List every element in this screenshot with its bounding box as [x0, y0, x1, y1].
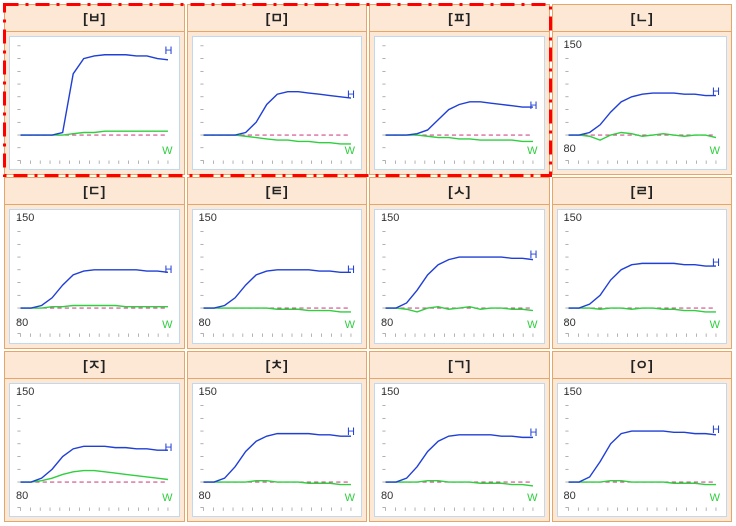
- ylabel-top: 150: [16, 386, 34, 398]
- panel-3: [ㄴ] 150 80 H W: [552, 4, 733, 175]
- panel-title: [ㅌ]: [188, 178, 367, 205]
- label-W: W: [345, 145, 355, 157]
- ylabel-top: 150: [16, 212, 34, 224]
- panel-title: [ㄴ]: [553, 5, 732, 32]
- label-W: W: [162, 145, 172, 157]
- plot-area: HW: [9, 36, 180, 170]
- plot-area: 150 80 H W: [9, 209, 180, 343]
- ylabel-bottom: 80: [199, 317, 211, 329]
- panel-title: [ㅊ]: [188, 352, 367, 379]
- panel-title: [ㄹ]: [553, 178, 732, 205]
- panel-title: [ㅁ]: [188, 5, 367, 32]
- ylabel-top: 150: [199, 212, 217, 224]
- panel-10: [ㄱ] 150 80 H W: [369, 351, 550, 522]
- ylabel-bottom: 80: [199, 490, 211, 502]
- plot-area: 150 80 H W: [192, 209, 363, 343]
- label-W: W: [345, 319, 355, 331]
- ylabel-top: 150: [564, 39, 582, 51]
- ylabel-bottom: 80: [564, 317, 576, 329]
- label-W: W: [527, 145, 537, 157]
- panel-0: [ㅂ]HW: [4, 4, 185, 175]
- panel-4: [ㄷ] 150 80 H W: [4, 177, 185, 348]
- label-H: H: [712, 86, 720, 98]
- panel-9: [ㅊ] 150 80 H W: [187, 351, 368, 522]
- panel-title: [ㅂ]: [5, 5, 184, 32]
- panel-1: [ㅁ]HW: [187, 4, 368, 175]
- label-W: W: [527, 492, 537, 504]
- ylabel-top: 150: [381, 212, 399, 224]
- label-H: H: [165, 442, 173, 454]
- ylabel-top: 150: [564, 212, 582, 224]
- plot-area: 150 80 H W: [557, 209, 728, 343]
- plot-area: 150 80 H W: [557, 36, 728, 170]
- label-H: H: [712, 257, 720, 269]
- panel-title: [ㅅ]: [370, 178, 549, 205]
- plot-area: 150 80 H W: [557, 383, 728, 517]
- plot-area: 150 80 H W: [192, 383, 363, 517]
- label-H: H: [347, 89, 355, 101]
- panel-title: [ㅈ]: [5, 352, 184, 379]
- panel-title: [ㅇ]: [553, 352, 732, 379]
- label-W: W: [162, 492, 172, 504]
- chart-grid: [ㅂ]HW[ㅁ]HW[ㅍ]HW[ㄴ]15080HW[ㄷ]15080HW[ㅌ]15…: [0, 0, 736, 526]
- plot-area: HW: [192, 36, 363, 170]
- label-H: H: [712, 424, 720, 436]
- ylabel-bottom: 80: [564, 490, 576, 502]
- label-H: H: [530, 427, 538, 439]
- label-H: H: [347, 264, 355, 276]
- ylabel-bottom: 80: [381, 490, 393, 502]
- ylabel-bottom: 80: [16, 317, 28, 329]
- panel-title: [ㅍ]: [370, 5, 549, 32]
- panel-title: [ㄱ]: [370, 352, 549, 379]
- ylabel-bottom: 80: [564, 143, 576, 155]
- label-H: H: [530, 100, 538, 112]
- ylabel-top: 150: [381, 386, 399, 398]
- label-W: W: [162, 319, 172, 331]
- plot-area: 150 80 H W: [374, 383, 545, 517]
- label-W: W: [710, 145, 720, 157]
- ylabel-top: 150: [564, 386, 582, 398]
- panel-5: [ㅌ] 150 80 H W: [187, 177, 368, 348]
- panel-6: [ㅅ] 150 80 H W: [369, 177, 550, 348]
- label-H: H: [530, 249, 538, 261]
- label-H: H: [165, 45, 173, 57]
- ylabel-top: 150: [199, 386, 217, 398]
- plot-area: 150 80 H W: [374, 209, 545, 343]
- label-W: W: [710, 492, 720, 504]
- label-W: W: [345, 492, 355, 504]
- ylabel-bottom: 80: [16, 490, 28, 502]
- panel-7: [ㄹ] 150 80 H W: [552, 177, 733, 348]
- label-W: W: [710, 319, 720, 331]
- plot-area: 150 80 H W: [9, 383, 180, 517]
- label-H: H: [347, 426, 355, 438]
- label-H: H: [165, 264, 173, 276]
- panel-8: [ㅈ] 150 80 H W: [4, 351, 185, 522]
- panel-2: [ㅍ]HW: [369, 4, 550, 175]
- panel-11: [ㅇ] 150 80 H W: [552, 351, 733, 522]
- label-W: W: [527, 319, 537, 331]
- plot-area: HW: [374, 36, 545, 170]
- panel-title: [ㄷ]: [5, 178, 184, 205]
- ylabel-bottom: 80: [381, 317, 393, 329]
